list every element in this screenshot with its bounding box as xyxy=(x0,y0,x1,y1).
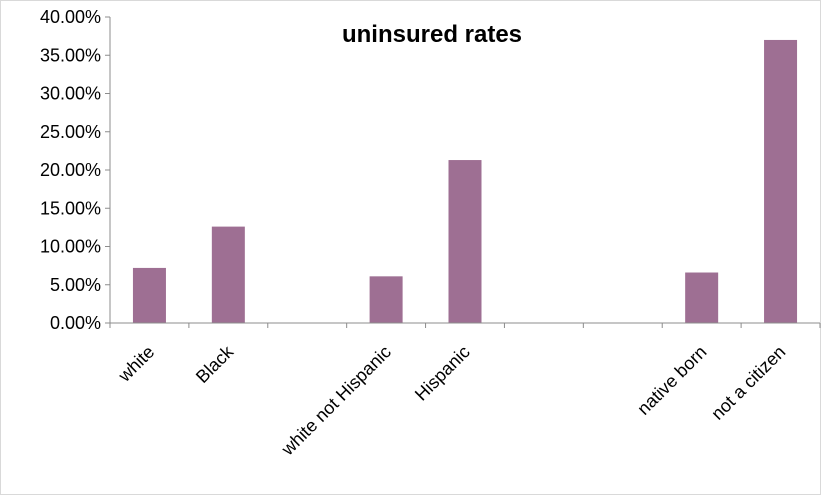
y-axis-ticks: 0.00% 5.00% 10.00% 15.00% 20.00% 25.00% 30.00%… xyxy=(40,7,110,333)
bar xyxy=(685,272,719,323)
x-axis-ticks: white Black white not Hispanic Hispanic nati… xyxy=(109,323,821,460)
bar xyxy=(369,276,403,323)
bar-series xyxy=(132,39,798,323)
y-tick-label: 0.00% xyxy=(50,313,101,333)
bar xyxy=(211,226,245,323)
x-tick-label: white xyxy=(114,342,159,387)
x-tick-label: not a citizen xyxy=(707,342,789,424)
bar xyxy=(132,267,166,323)
y-tick-label: 30.00% xyxy=(40,84,101,104)
y-tick-label: 5.00% xyxy=(50,275,101,295)
chart-title: uninsured rates xyxy=(342,21,522,48)
x-tick-label: white not Hispanic xyxy=(277,342,395,460)
x-tick-label: native born xyxy=(633,342,710,419)
y-tick-label: 20.00% xyxy=(40,160,101,180)
y-tick-label: 40.00% xyxy=(40,7,101,27)
y-tick-label: 15.00% xyxy=(40,198,101,218)
bar xyxy=(764,39,798,323)
y-tick-label: 35.00% xyxy=(40,45,101,65)
bar xyxy=(448,160,482,323)
x-tick-label: Hispanic xyxy=(411,342,474,405)
x-tick-label: Black xyxy=(192,341,238,387)
y-tick-label: 25.00% xyxy=(40,122,101,142)
y-tick-label: 10.00% xyxy=(40,237,101,257)
